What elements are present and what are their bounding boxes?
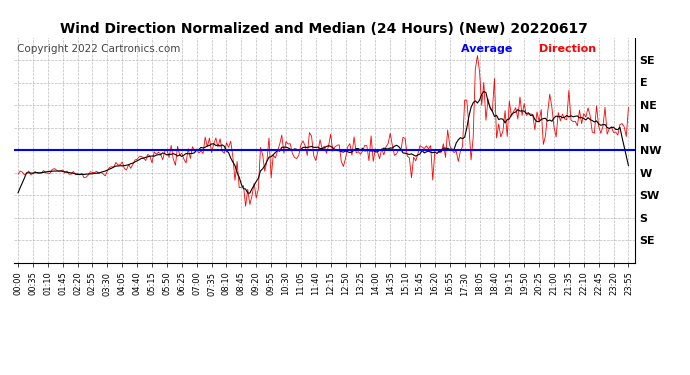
Title: Wind Direction Normalized and Median (24 Hours) (New) 20220617: Wind Direction Normalized and Median (24… [60, 22, 589, 36]
Text: Copyright 2022 Cartronics.com: Copyright 2022 Cartronics.com [17, 44, 180, 54]
Text: Average: Average [461, 44, 516, 54]
Text: Direction: Direction [539, 44, 595, 54]
